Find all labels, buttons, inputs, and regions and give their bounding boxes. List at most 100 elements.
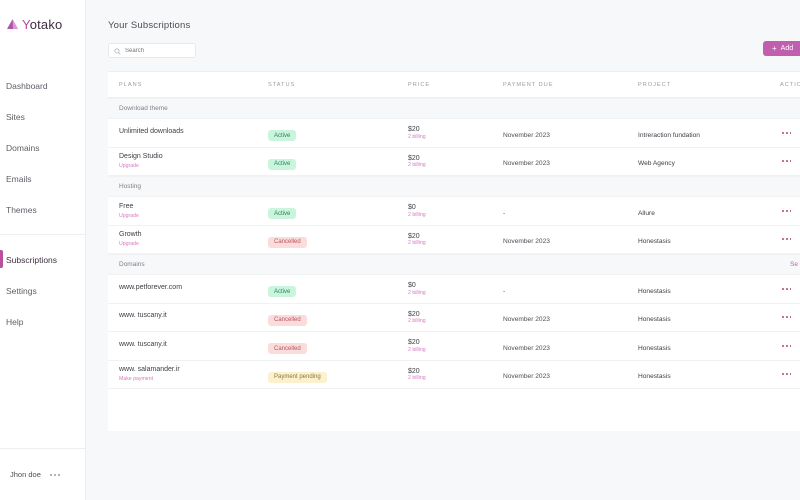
cell-payment-due: - <box>503 202 638 220</box>
cell-plan: www. tuscany.it <box>108 341 268 351</box>
sidebar-item-help[interactable]: Help <box>0 306 85 337</box>
plan-sublabel[interactable]: Make payment <box>119 376 154 383</box>
plan-name: www.petforever.com <box>119 283 183 291</box>
project-name: Honestasis <box>638 287 671 295</box>
sidebar-item-domains[interactable]: Domains <box>0 132 85 163</box>
payment-due-value: November 2023 <box>503 344 550 352</box>
row-actions-icon[interactable] <box>780 373 794 376</box>
sidebar-item-label: Themes <box>6 204 37 215</box>
search-box[interactable] <box>108 43 196 58</box>
column-header-project: PROJECT <box>638 81 672 88</box>
price-sublabel: 2 billing <box>408 375 426 381</box>
cell-project: Intreraction fundation <box>638 124 780 142</box>
cell-status: Active <box>268 280 408 298</box>
cell-plan: Unlimited downloads <box>108 128 268 138</box>
plan-name: Free <box>119 202 134 210</box>
section-link[interactable]: Se <box>790 261 798 268</box>
plan-name: Design Studio <box>119 153 163 161</box>
project-name: Web Agency <box>638 160 675 168</box>
status-badge: Payment pending <box>268 371 327 383</box>
sidebar: Yotako Dashboard Sites Domains Emails Th… <box>0 0 86 500</box>
cell-price: $20 2 billing <box>408 339 503 353</box>
cell-payment-due: November 2023 <box>503 230 638 248</box>
row-actions-icon[interactable] <box>780 344 794 347</box>
project-name: Honestasis <box>638 344 671 352</box>
brand-logo[interactable]: Yotako <box>0 0 85 32</box>
sidebar-item-emails[interactable]: Emails <box>0 163 85 194</box>
cell-price: $20 2 billing <box>408 311 503 325</box>
project-name: Intreraction fundation <box>638 131 700 139</box>
row-actions-icon[interactable] <box>780 131 794 134</box>
plan-sublabel[interactable]: Upgrade <box>119 163 139 170</box>
cell-price: $20 2 billing <box>408 233 503 247</box>
sidebar-item-label: Emails <box>6 173 32 184</box>
page-header: Your Subscriptions + Add <box>86 0 800 71</box>
cell-project: Honestasis <box>638 230 780 248</box>
row-actions-icon[interactable] <box>780 238 794 241</box>
cell-status: Cancelled <box>268 308 408 326</box>
cell-plan: www. tuscany.it <box>108 312 268 322</box>
cell-status: Cancelled <box>268 230 408 248</box>
section-header-domains: Domains Se <box>108 254 800 275</box>
sidebar-item-subscriptions[interactable]: Subscriptions <box>0 244 85 275</box>
page-title: Your Subscriptions <box>108 20 191 31</box>
search-input[interactable] <box>125 47 190 54</box>
sidebar-item-dashboard[interactable]: Dashboard <box>0 70 85 101</box>
price-value: $0 <box>408 282 416 289</box>
cell-plan: Design Studio Upgrade <box>108 153 268 169</box>
row-actions-icon[interactable] <box>780 160 794 163</box>
status-badge: Cancelled <box>268 314 307 326</box>
plan-name: www. tuscany.it <box>119 312 167 320</box>
plan-name: www. salamander.ir <box>119 366 180 374</box>
price-sublabel: 2 billing <box>408 346 426 353</box>
row-actions-icon[interactable] <box>780 316 794 319</box>
payment-due-value: - <box>503 209 506 217</box>
section-label: Download theme <box>119 105 168 112</box>
plan-sublabel[interactable]: Upgrade <box>119 241 139 248</box>
status-badge: Cancelled <box>268 236 307 248</box>
table-row[interactable]: Free Upgrade Active $0 2 billing - Allur… <box>108 197 800 226</box>
cell-status: Active <box>268 202 408 220</box>
status-badge: Active <box>268 208 297 220</box>
sidebar-footer: Jhon doe <box>0 448 85 500</box>
payment-due-value: November 2023 <box>503 160 550 168</box>
sidebar-item-sites[interactable]: Sites <box>0 101 85 132</box>
section-label: Hosting <box>119 183 142 190</box>
table-row[interactable]: Growth Upgrade Cancelled $20 2 billing N… <box>108 226 800 254</box>
table-row[interactable]: Design Studio Upgrade Active $20 2 billi… <box>108 148 800 176</box>
price-value: $20 <box>408 339 420 346</box>
sidebar-item-themes[interactable]: Themes <box>0 194 85 225</box>
table-row[interactable]: www. tuscany.it Cancelled $20 2 billing … <box>108 304 800 332</box>
cell-actions <box>780 209 800 212</box>
table-row[interactable]: www. salamander.ir Make payment Payment … <box>108 361 800 389</box>
sidebar-item-label: Dashboard <box>6 80 48 91</box>
more-horizontal-icon[interactable] <box>49 473 60 476</box>
main-content: Your Subscriptions + Add <box>86 0 800 500</box>
sidebar-item-label: Help <box>6 316 24 327</box>
cell-plan: Free Upgrade <box>108 203 268 219</box>
cell-actions <box>780 238 800 241</box>
plan-sublabel[interactable]: Upgrade <box>119 212 139 219</box>
row-actions-icon[interactable] <box>780 209 794 212</box>
section-header-hosting: Hosting <box>108 176 800 197</box>
cell-actions <box>780 287 800 290</box>
column-header-price: PRICE <box>408 81 431 88</box>
payment-due-value: November 2023 <box>503 373 550 381</box>
payment-due-value: November 2023 <box>503 131 550 139</box>
table-row[interactable]: www. tuscany.it Cancelled $20 2 billing … <box>108 332 800 361</box>
table-row[interactable]: Unlimited downloads Active $20 2 billing… <box>108 119 800 148</box>
project-name: Honestasis <box>638 316 671 324</box>
row-actions-icon[interactable] <box>780 287 794 290</box>
plan-name: Growth <box>119 231 142 239</box>
cell-price: $0 2 billing <box>408 204 503 218</box>
payment-due-value: November 2023 <box>503 238 550 246</box>
column-header-plans: PLANS <box>119 81 143 88</box>
add-button-label: Add <box>780 45 794 52</box>
add-button[interactable]: + Add <box>763 41 800 56</box>
column-header-status: STATUS <box>268 81 296 88</box>
cell-price: $20 2 billing <box>408 126 503 140</box>
plus-icon: + <box>772 43 777 53</box>
brand-name-prefix: Y <box>22 17 30 32</box>
sidebar-item-settings[interactable]: Settings <box>0 275 85 306</box>
table-row[interactable]: www.petforever.com Active $0 2 billing -… <box>108 275 800 304</box>
